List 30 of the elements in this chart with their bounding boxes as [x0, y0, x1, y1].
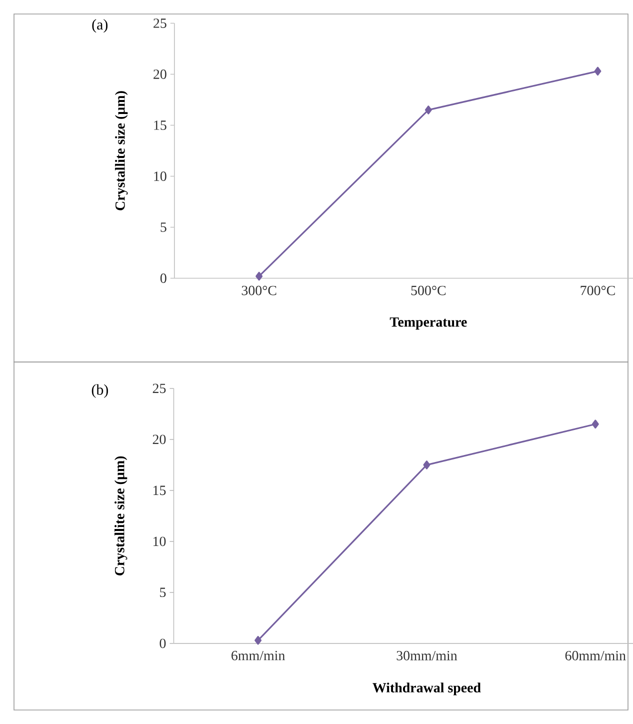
x-axis-title: Temperature [390, 317, 467, 330]
y-tick-label: 25 [154, 18, 166, 28]
point [424, 106, 432, 114]
x-tick-label: 700°C [580, 286, 615, 296]
y-axis-title: Crystallite size (µm) [115, 91, 128, 210]
y-tick-label: 0 [160, 274, 166, 283]
x-axis-title: Withdrawal speed [372, 682, 481, 696]
y-tick-label: 5 [160, 222, 166, 232]
y-tick-label: 25 [152, 384, 166, 394]
y-tick-label: 15 [153, 486, 166, 496]
x-tick-label: 300°C [242, 286, 276, 296]
y-tick-label: 20 [152, 434, 166, 444]
y-tick-label: 10 [154, 172, 166, 181]
y-tick-label: 10 [153, 536, 166, 546]
point [423, 460, 430, 470]
x-tick-label: 500°C [411, 286, 446, 296]
x-tick-label: 30mm/min [396, 650, 458, 660]
point [254, 636, 262, 645]
y-tick-label: 15 [154, 120, 166, 130]
point [592, 420, 599, 429]
y-tick-label: 20 [154, 70, 166, 79]
text: (a) [92, 19, 108, 33]
y-axis-title: Crystallite size (µm) [114, 456, 128, 576]
y-tick-label: 5 [160, 588, 166, 598]
y-tick-label: 0 [160, 638, 166, 648]
x-tick-label: 6mm/min [232, 650, 285, 660]
point [594, 66, 602, 76]
point [256, 272, 263, 281]
x-tick-label: 60mm/min [565, 650, 626, 660]
text: (b) [92, 384, 108, 398]
